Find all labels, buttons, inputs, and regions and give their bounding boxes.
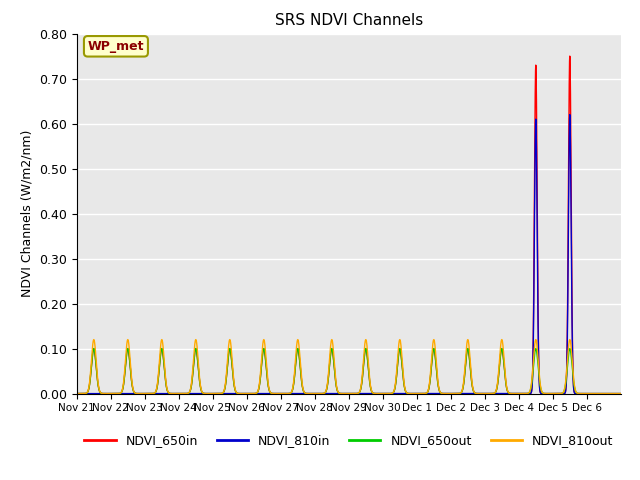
Legend: NDVI_650in, NDVI_810in, NDVI_650out, NDVI_810out: NDVI_650in, NDVI_810in, NDVI_650out, NDV… — [79, 429, 618, 452]
Text: WP_met: WP_met — [88, 40, 144, 53]
Title: SRS NDVI Channels: SRS NDVI Channels — [275, 13, 423, 28]
Y-axis label: NDVI Channels (W/m2/nm): NDVI Channels (W/m2/nm) — [20, 130, 33, 297]
